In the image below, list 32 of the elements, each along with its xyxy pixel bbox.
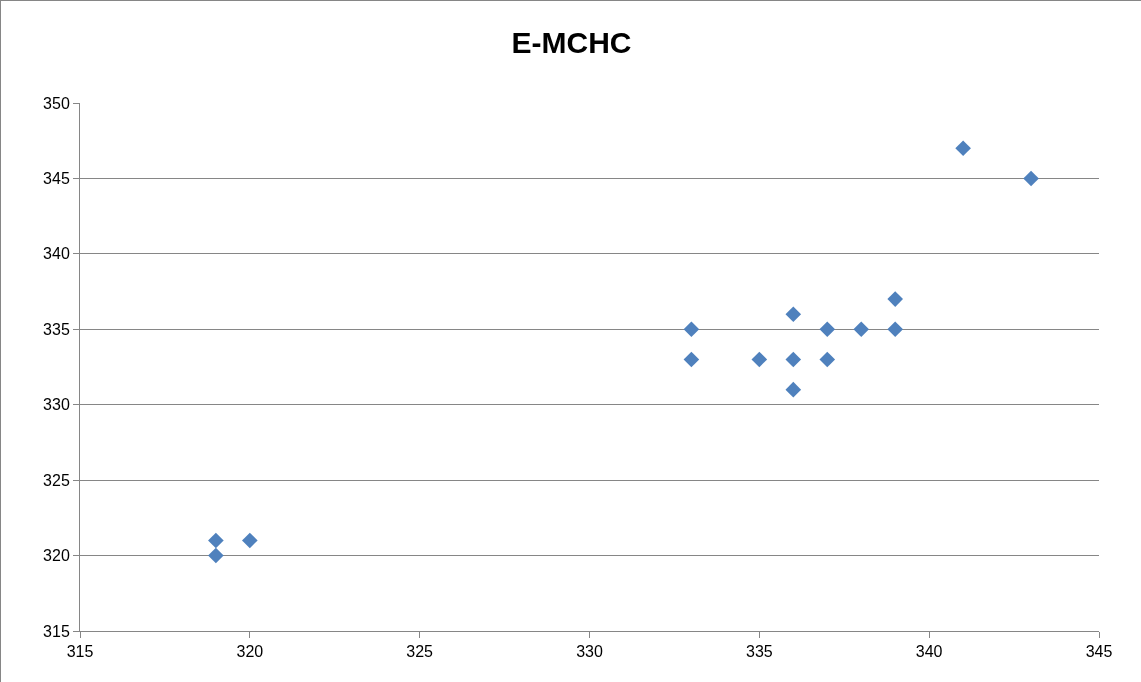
x-tick-label: 335 [745,643,773,661]
y-tick-label: 350 [43,94,70,112]
x-tick-label: 345 [1085,643,1113,661]
point [208,532,224,549]
point [751,351,768,368]
y-tick-label: 340 [43,245,70,263]
y-tick-label: 315 [43,622,70,640]
x-tick-label: 330 [576,643,603,661]
point [242,532,258,549]
chart-title: E-MCHC [511,25,632,59]
point [853,321,870,338]
x-tick-label: 325 [406,643,434,661]
y-tick-label: 320 [43,547,70,565]
point [887,291,903,307]
y-tick-label: 335 [43,320,70,338]
y-tick-label: 345 [43,170,70,188]
x-tick-label: 315 [66,643,94,661]
point [785,381,802,398]
y-tick-label: 325 [43,471,70,489]
point [785,306,802,322]
point [819,351,836,368]
x-tick-label: 340 [915,643,943,661]
point [208,547,224,564]
point [887,321,903,338]
point [683,351,700,368]
point [785,351,802,368]
x-tick-label: 320 [236,643,264,661]
point [955,140,971,157]
y-tick-label: 330 [43,396,70,414]
point [1023,170,1039,187]
point [683,321,700,338]
point [819,321,836,338]
